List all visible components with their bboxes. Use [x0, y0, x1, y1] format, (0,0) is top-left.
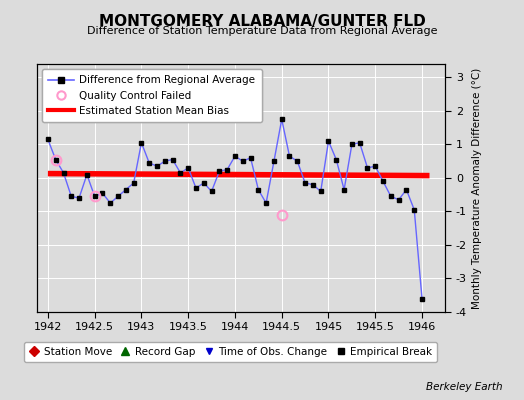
Y-axis label: Monthly Temperature Anomaly Difference (°C): Monthly Temperature Anomaly Difference (… — [473, 67, 483, 309]
Legend: Difference from Regional Average, Quality Control Failed, Estimated Station Mean: Difference from Regional Average, Qualit… — [42, 69, 261, 122]
Text: MONTGOMERY ALABAMA/GUNTER FLD: MONTGOMERY ALABAMA/GUNTER FLD — [99, 14, 425, 29]
Text: Difference of Station Temperature Data from Regional Average: Difference of Station Temperature Data f… — [87, 26, 437, 36]
Text: Berkeley Earth: Berkeley Earth — [427, 382, 503, 392]
Legend: Station Move, Record Gap, Time of Obs. Change, Empirical Break: Station Move, Record Gap, Time of Obs. C… — [24, 342, 438, 362]
